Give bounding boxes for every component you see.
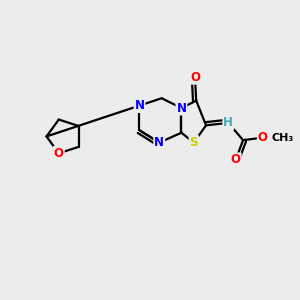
Text: O: O bbox=[190, 71, 200, 84]
Text: S: S bbox=[190, 136, 198, 149]
Text: O: O bbox=[54, 147, 64, 160]
Text: CH₃: CH₃ bbox=[272, 133, 294, 143]
Text: N: N bbox=[134, 99, 145, 112]
Text: H: H bbox=[223, 116, 233, 129]
Text: O: O bbox=[258, 131, 268, 144]
Text: N: N bbox=[154, 136, 164, 149]
Text: N: N bbox=[176, 102, 186, 115]
Text: O: O bbox=[231, 153, 241, 167]
